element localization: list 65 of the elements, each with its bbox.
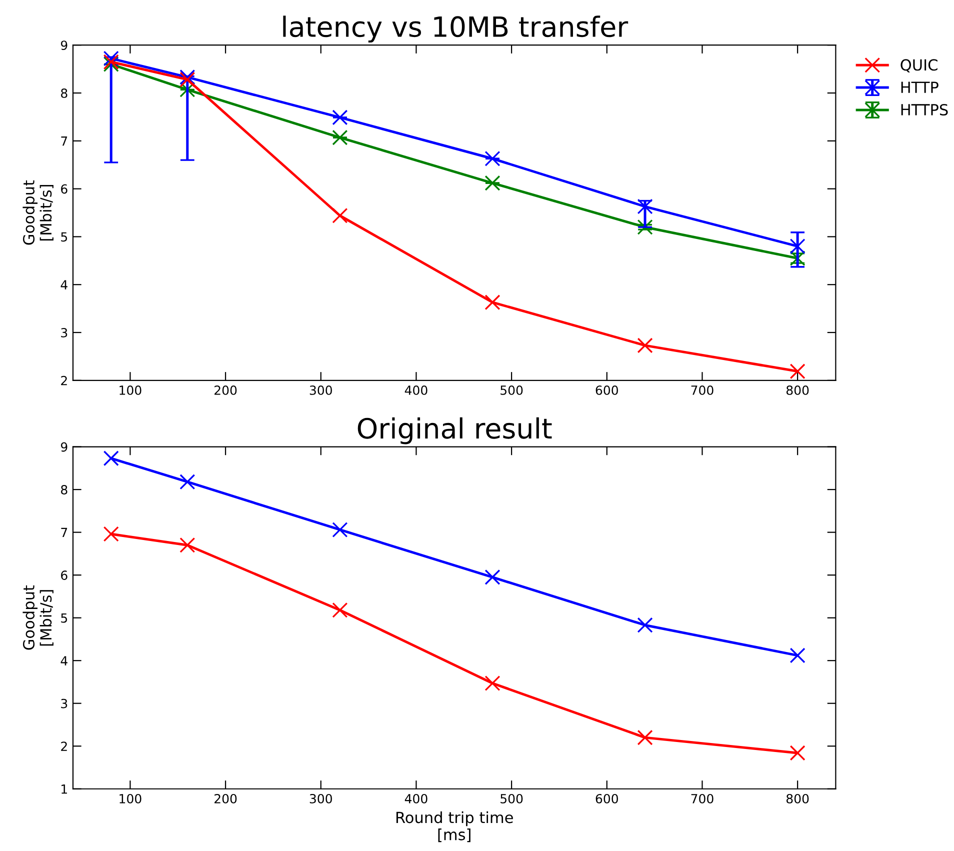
x-tick-label: 800 [786,385,809,395]
point [103,526,119,542]
x-tick-label: 700 [691,385,714,395]
x-tick-label: 600 [596,385,618,395]
y-tick-label: 6 [61,570,68,580]
legend-label: HTTP [901,82,938,93]
point [332,130,348,146]
y-axis-title: Goodput [Mbit/s] [22,585,54,650]
x-tick-label: 200 [214,794,237,804]
y-tick-label: 7 [61,528,68,538]
y-tick-label: 4 [60,656,68,666]
x-axis-title: Round trip time [ms] [396,811,513,842]
point [180,474,196,490]
point [637,730,653,746]
point [484,150,500,166]
y-tick-label: 3 [61,328,68,338]
point [484,175,500,191]
x-tick-label: 300 [310,794,332,804]
point [637,338,653,354]
point [790,238,806,254]
x-tick-label: 500 [500,794,523,804]
x-tick-label: 600 [596,794,618,804]
y-tick-label: 2 [61,742,67,751]
x-tick-label: 800 [786,794,809,804]
x-tick-label: 700 [691,794,714,804]
legend-label: QUIC [900,59,938,72]
point [484,569,500,585]
x-tick-label: 500 [500,385,523,395]
point [637,219,653,235]
y-tick-label: 8 [61,485,68,494]
x-tick-label: 400 [404,385,428,395]
x-tick-label: 400 [404,794,428,804]
legend-label: HTTPS [901,104,948,116]
x-tick-label: 300 [310,385,332,395]
y-axis-title: Goodput [Mbit/s] [22,180,54,245]
point [484,294,500,310]
point [790,648,806,664]
y-tick-label: 7 [61,136,68,146]
y-tick-label: 1 [62,784,67,794]
y-tick-label: 2 [61,376,67,386]
chart-title: Original result [358,417,552,444]
point [332,522,348,538]
point [332,602,348,618]
y-tick-label: 9 [60,442,68,452]
y-tick-label: 4 [60,280,68,290]
point [790,364,806,380]
y-tick-label: 5 [61,613,68,623]
point [103,50,119,66]
point [637,617,653,633]
point [637,198,653,214]
y-tick-label: 6 [61,184,68,194]
y-tick-label: 3 [61,698,68,708]
chart-title: latency vs 10MB transfer [283,16,628,43]
y-tick-label: 9 [60,40,68,50]
point [103,450,119,466]
x-tick-label: 100 [120,385,142,395]
point [180,537,196,553]
x-tick-label: 100 [120,794,142,804]
point [484,675,500,692]
x-tick-label: 200 [214,385,237,395]
point [332,208,348,224]
y-tick-label: 8 [61,88,68,98]
y-tick-label: 5 [61,232,68,242]
point [790,745,806,761]
point [332,110,348,126]
